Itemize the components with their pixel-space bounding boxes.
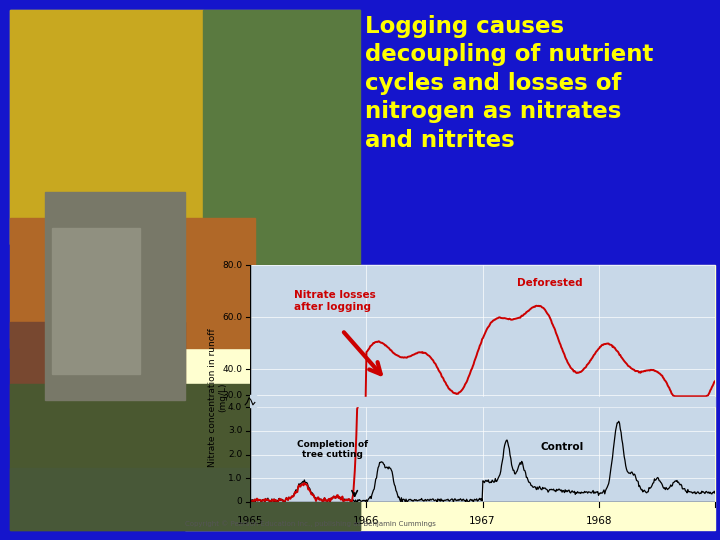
Bar (52, 228, 140, 374)
Text: Deforested: Deforested (518, 279, 583, 288)
Bar (10, 10, 202, 244)
Text: 30.0: 30.0 (222, 391, 242, 400)
Text: 40.0: 40.0 (222, 365, 242, 374)
Bar (10, 10, 360, 244)
Bar (202, 10, 360, 296)
Text: 2.0: 2.0 (228, 450, 242, 459)
Text: 1.0: 1.0 (228, 474, 242, 483)
Text: Nitrate concentration in runoff
(mg/L): Nitrate concentration in runoff (mg/L) (208, 328, 228, 467)
Bar (360, 10, 715, 270)
Text: Copyright © Pearson Education Inc., publishing as Benjamin Cummings: Copyright © Pearson Education Inc., publ… (185, 521, 436, 527)
Bar (10, 218, 255, 348)
Bar (10, 468, 360, 530)
Text: 3.0: 3.0 (228, 427, 242, 435)
Text: 1968: 1968 (585, 516, 612, 526)
Bar (45, 192, 185, 400)
Bar (10, 384, 360, 530)
Text: 60.0: 60.0 (222, 313, 242, 322)
Text: 1967: 1967 (469, 516, 496, 526)
Text: Nitrate losses
after logging: Nitrate losses after logging (294, 291, 375, 312)
Text: 1966: 1966 (353, 516, 379, 526)
Text: 4.0: 4.0 (228, 403, 242, 411)
Text: Completion of
tree cutting: Completion of tree cutting (297, 440, 368, 460)
Text: Control: Control (541, 442, 584, 453)
Text: 1965: 1965 (237, 516, 264, 526)
Text: 80.0: 80.0 (222, 260, 242, 269)
Text: 0: 0 (236, 497, 242, 507)
Bar (10, 322, 185, 426)
Text: Logging causes
decoupling of nutrient
cycles and losses of
nitrogen as nitrates
: Logging causes decoupling of nutrient cy… (365, 15, 653, 152)
Bar (185, 265, 715, 530)
